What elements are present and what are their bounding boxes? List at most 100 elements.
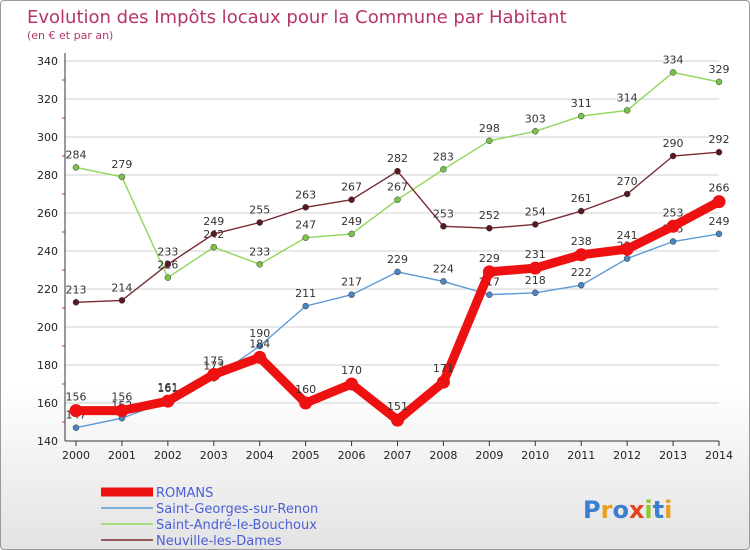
series-layer: 1471521611731902112172292242172182222362… (66, 53, 730, 431)
data-label: 249 (709, 215, 730, 228)
data-point (486, 291, 493, 298)
data-point (623, 255, 631, 262)
data-point (118, 297, 126, 304)
x-tick-label: 2000 (62, 449, 90, 462)
data-point (161, 394, 175, 408)
legend-label: Saint-André-le-Bouchoux (156, 518, 317, 533)
data-label: 156 (66, 391, 87, 404)
data-label: 311 (571, 97, 592, 110)
data-label: 314 (617, 91, 638, 104)
data-label: 190 (249, 327, 270, 340)
x-tick-label: 2009 (475, 449, 503, 462)
y-tick-label: 280 (37, 169, 58, 182)
legend-label: Neuville-les-Dames (156, 534, 282, 549)
data-label: 267 (341, 181, 362, 194)
data-point (345, 377, 359, 391)
data-label: 161 (157, 381, 178, 394)
logo-letter: P (583, 496, 601, 524)
data-label: 184 (249, 337, 270, 350)
data-point (256, 342, 263, 350)
data-point (256, 219, 263, 226)
data-point (69, 404, 83, 418)
series-group: 2842792262422332472492672832983033113143… (66, 53, 730, 281)
x-tick-label: 2013 (659, 449, 687, 462)
data-point (715, 230, 723, 238)
data-label: 229 (479, 252, 500, 265)
data-point (528, 261, 542, 275)
data-point (391, 413, 404, 427)
data-point (299, 396, 313, 410)
data-point (577, 207, 585, 215)
data-label: 241 (617, 229, 638, 242)
data-point (486, 224, 493, 232)
y-tick-label: 200 (37, 321, 58, 334)
data-point (72, 424, 80, 431)
data-label: 334 (663, 53, 684, 66)
data-label: 292 (709, 133, 730, 146)
data-label: 290 (663, 137, 684, 150)
data-point (302, 234, 309, 241)
y-tick-label: 260 (37, 207, 58, 220)
data-point (669, 69, 677, 76)
data-point (669, 152, 677, 160)
data-label: 261 (571, 192, 592, 205)
x-tick-label: 2010 (521, 449, 549, 462)
data-label: 214 (111, 281, 132, 294)
data-label: 247 (295, 219, 316, 232)
data-point (207, 368, 221, 381)
data-point (577, 112, 585, 120)
x-tick-label: 2003 (200, 449, 228, 462)
data-point (348, 196, 355, 203)
x-tick-label: 2004 (246, 449, 274, 462)
data-point (164, 274, 172, 281)
data-label: 263 (295, 188, 316, 201)
data-point (532, 289, 539, 297)
logo-letter: r (601, 496, 613, 524)
data-point (256, 261, 263, 268)
proxiti-logo: Proxiti (583, 496, 672, 524)
data-point (118, 173, 126, 181)
logo-letter: x (629, 496, 645, 524)
data-point (348, 291, 355, 298)
data-label: 267 (387, 181, 408, 194)
legend: ROMANSSaint-Georges-sur-RenonSaint-André… (101, 486, 318, 549)
data-point (436, 375, 450, 389)
data-label: 231 (525, 248, 546, 261)
data-label: 282 (387, 152, 408, 165)
data-point (715, 148, 723, 156)
logo-letter: i (644, 496, 652, 524)
legend-label: ROMANS (156, 486, 213, 501)
x-tick-label: 2008 (429, 449, 457, 462)
data-point (620, 242, 634, 256)
data-label: 270 (617, 175, 638, 188)
data-point (532, 128, 539, 135)
legend-label: Saint-Georges-sur-Renon (156, 502, 318, 517)
series-group: 156 156 161 175 184 160 170 151 171 229 231 238 241 2… (66, 182, 730, 427)
axis-layer: 140 160 180 200 220 240 260 280 300 320 340 2000 200… (37, 53, 733, 462)
data-label: 252 (479, 209, 500, 222)
data-point (440, 223, 447, 230)
logo-letter: t (653, 496, 664, 524)
data-label: 233 (249, 245, 270, 258)
y-tick-label: 320 (37, 93, 58, 106)
data-point (72, 299, 80, 306)
logo-letter: i (664, 496, 672, 524)
data-label: 283 (433, 150, 454, 163)
x-tick-label: 2007 (384, 449, 412, 462)
data-point (623, 107, 631, 114)
data-label: 298 (479, 122, 500, 135)
data-label: 156 (111, 391, 132, 404)
y-tick-label: 340 (37, 55, 58, 68)
x-tick-label: 2006 (338, 449, 366, 462)
data-point (574, 248, 588, 262)
data-label: 284 (66, 148, 87, 161)
x-tick-label: 2014 (705, 449, 733, 462)
data-label: 266 (709, 182, 730, 195)
data-label: 175 (203, 355, 224, 368)
x-tick-label: 2011 (567, 449, 595, 462)
data-label: 279 (111, 158, 132, 171)
data-point (532, 221, 539, 228)
data-label: 161 (157, 382, 178, 395)
